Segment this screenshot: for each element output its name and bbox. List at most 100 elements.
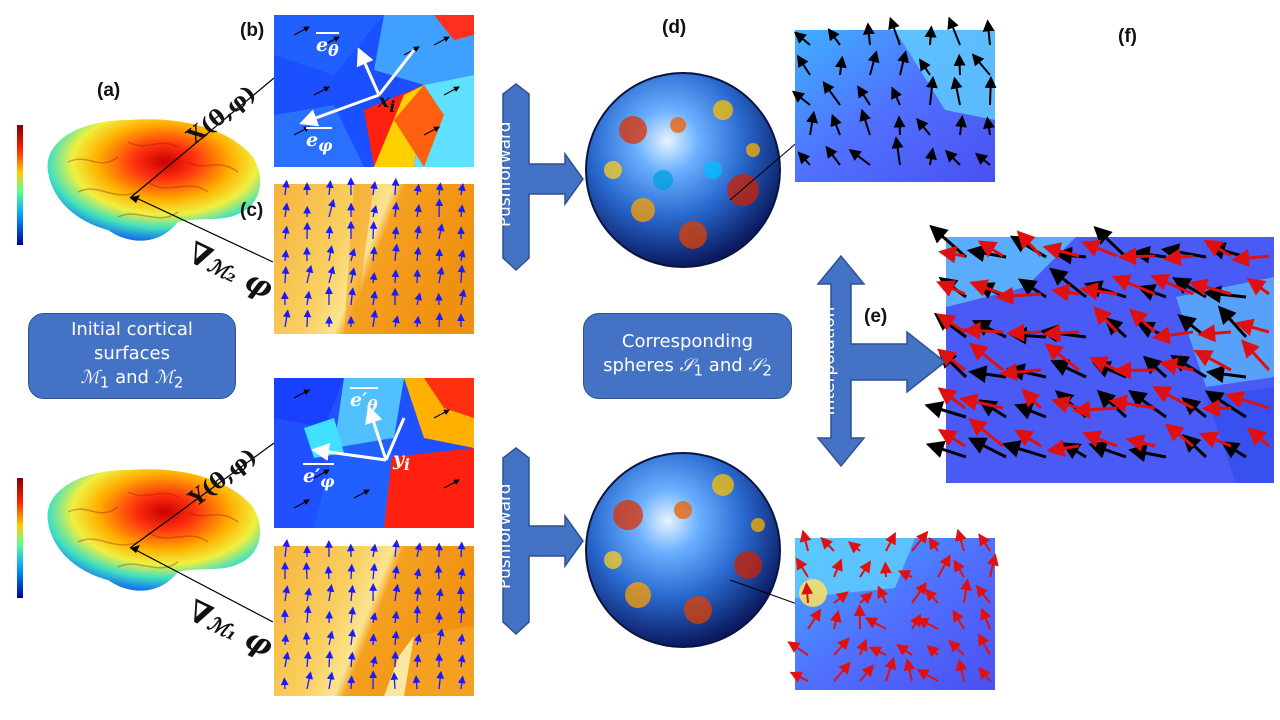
- vector-arrow: [827, 28, 841, 46]
- vector-arrow: [303, 309, 312, 328]
- cortical-surface-m2: [47, 119, 261, 241]
- vector-arrow: [937, 554, 951, 578]
- vector-arrow: [1164, 423, 1194, 448]
- s2-sub: 2: [762, 361, 772, 380]
- vector-arrow: [436, 266, 445, 284]
- m1-symbol: ℳ: [80, 366, 100, 388]
- vector-arrow: [413, 183, 422, 196]
- vector-arrow: [820, 536, 835, 552]
- vector-arrow: [1001, 440, 1047, 459]
- vector-arrow: [1079, 282, 1118, 301]
- vector-arrow: [971, 53, 991, 76]
- vector-arrow: [1111, 274, 1156, 296]
- corr-line2: spheres 𝒮1 and 𝒮2: [603, 354, 772, 383]
- corr-line1: Corresponding: [621, 330, 754, 352]
- vector-arrow: [391, 177, 400, 196]
- vector-arrow: [938, 245, 966, 264]
- vector-arrow: [868, 646, 887, 658]
- vector-arrow: [977, 240, 1004, 258]
- y-i-y: y: [393, 448, 405, 470]
- e-phi-e: e: [306, 129, 319, 151]
- vector-arrow: [434, 564, 443, 580]
- vector-arrow: [968, 418, 1004, 448]
- e-phi-prime-sub: φ: [320, 471, 335, 491]
- vector-arrow: [825, 145, 841, 166]
- vector-arrow: [947, 16, 961, 46]
- vector-arrow: [831, 558, 843, 578]
- vector-arrow: [348, 267, 357, 284]
- vector-arrow: [1046, 439, 1080, 458]
- vector-arrow: [936, 280, 966, 297]
- and-text: and: [109, 366, 155, 388]
- vector-arrow: [916, 618, 939, 630]
- vector-arrow: [1225, 390, 1270, 410]
- vector-arrow: [1234, 318, 1270, 337]
- vector-arrow: [1081, 239, 1118, 258]
- vector-arrow: [1061, 442, 1087, 460]
- vector-arrow: [303, 650, 312, 668]
- vector-arrow: [457, 567, 466, 580]
- vector-arrow: [435, 312, 444, 328]
- vector-arrow: [370, 543, 378, 558]
- field-zoom-red: [787, 528, 999, 690]
- vector-arrow: [924, 25, 937, 46]
- vector-arrow: [414, 542, 423, 558]
- vector-arrow: [962, 321, 1004, 340]
- vector-arrow: [829, 609, 842, 630]
- vector-arrow: [888, 16, 901, 46]
- vector-arrow: [347, 651, 356, 668]
- vector-arrow: [282, 651, 291, 668]
- vector-arrow: [305, 264, 314, 284]
- vector-arrow: [834, 55, 847, 76]
- vector-arrow: [1205, 365, 1247, 384]
- vector-arrow: [955, 115, 967, 136]
- vector-arrow: [995, 287, 1042, 305]
- vector-arrow: [413, 586, 422, 602]
- vector-arrow: [281, 249, 290, 262]
- vector-arrow: [848, 148, 871, 166]
- vector-arrow: [391, 269, 400, 284]
- vector-arrow: [859, 664, 875, 682]
- vector-arrow: [391, 630, 400, 646]
- vector-arrow: [303, 605, 312, 624]
- vector-arrow: [325, 180, 334, 196]
- vector-arrow: [391, 226, 400, 240]
- vector-arrow: [847, 541, 862, 554]
- vector-arrow: [413, 653, 422, 668]
- vector-arrow: [1231, 249, 1270, 267]
- vector-arrow: [909, 613, 922, 630]
- vector-arrow: [895, 644, 913, 656]
- vector-arrow: [789, 671, 809, 683]
- vector-arrow: [919, 58, 931, 76]
- vector-arrow: [1151, 326, 1194, 345]
- tangent-frame-image-top: [274, 15, 474, 167]
- vector-arrow: [926, 644, 940, 658]
- vector-arrow: [980, 607, 992, 630]
- vector-arrow: [413, 315, 422, 328]
- vector-arrow: [1113, 361, 1156, 380]
- vector-arrow: [370, 309, 379, 328]
- vector-arrow: [903, 658, 916, 682]
- e-phi-prime-label: e′φ: [303, 463, 335, 491]
- vector-arrow: [787, 641, 809, 656]
- vector-arrow: [324, 565, 333, 580]
- vector-arrow: [925, 147, 937, 166]
- vector-arrow: [326, 583, 335, 602]
- e-theta-e: e: [316, 34, 329, 56]
- x-i-label: xi: [378, 90, 395, 116]
- vector-arrow: [391, 565, 400, 580]
- vector-arrow: [833, 591, 849, 604]
- vector-arrow: [795, 557, 809, 578]
- vector-arrow: [435, 182, 444, 196]
- vector-arrow: [1050, 359, 1087, 379]
- vector-arrow: [862, 22, 875, 46]
- vector-arrow: [435, 248, 444, 262]
- vector-arrow: [1017, 278, 1047, 299]
- vector-arrow: [799, 529, 812, 552]
- vector-arrow: [987, 553, 999, 578]
- vector-arrow: [1162, 248, 1194, 267]
- e-theta-prime-sub: θ: [367, 395, 378, 415]
- vector-arrow: [1014, 429, 1042, 448]
- vector-arrow: [859, 591, 873, 605]
- gradient-field-image-top: [274, 177, 474, 334]
